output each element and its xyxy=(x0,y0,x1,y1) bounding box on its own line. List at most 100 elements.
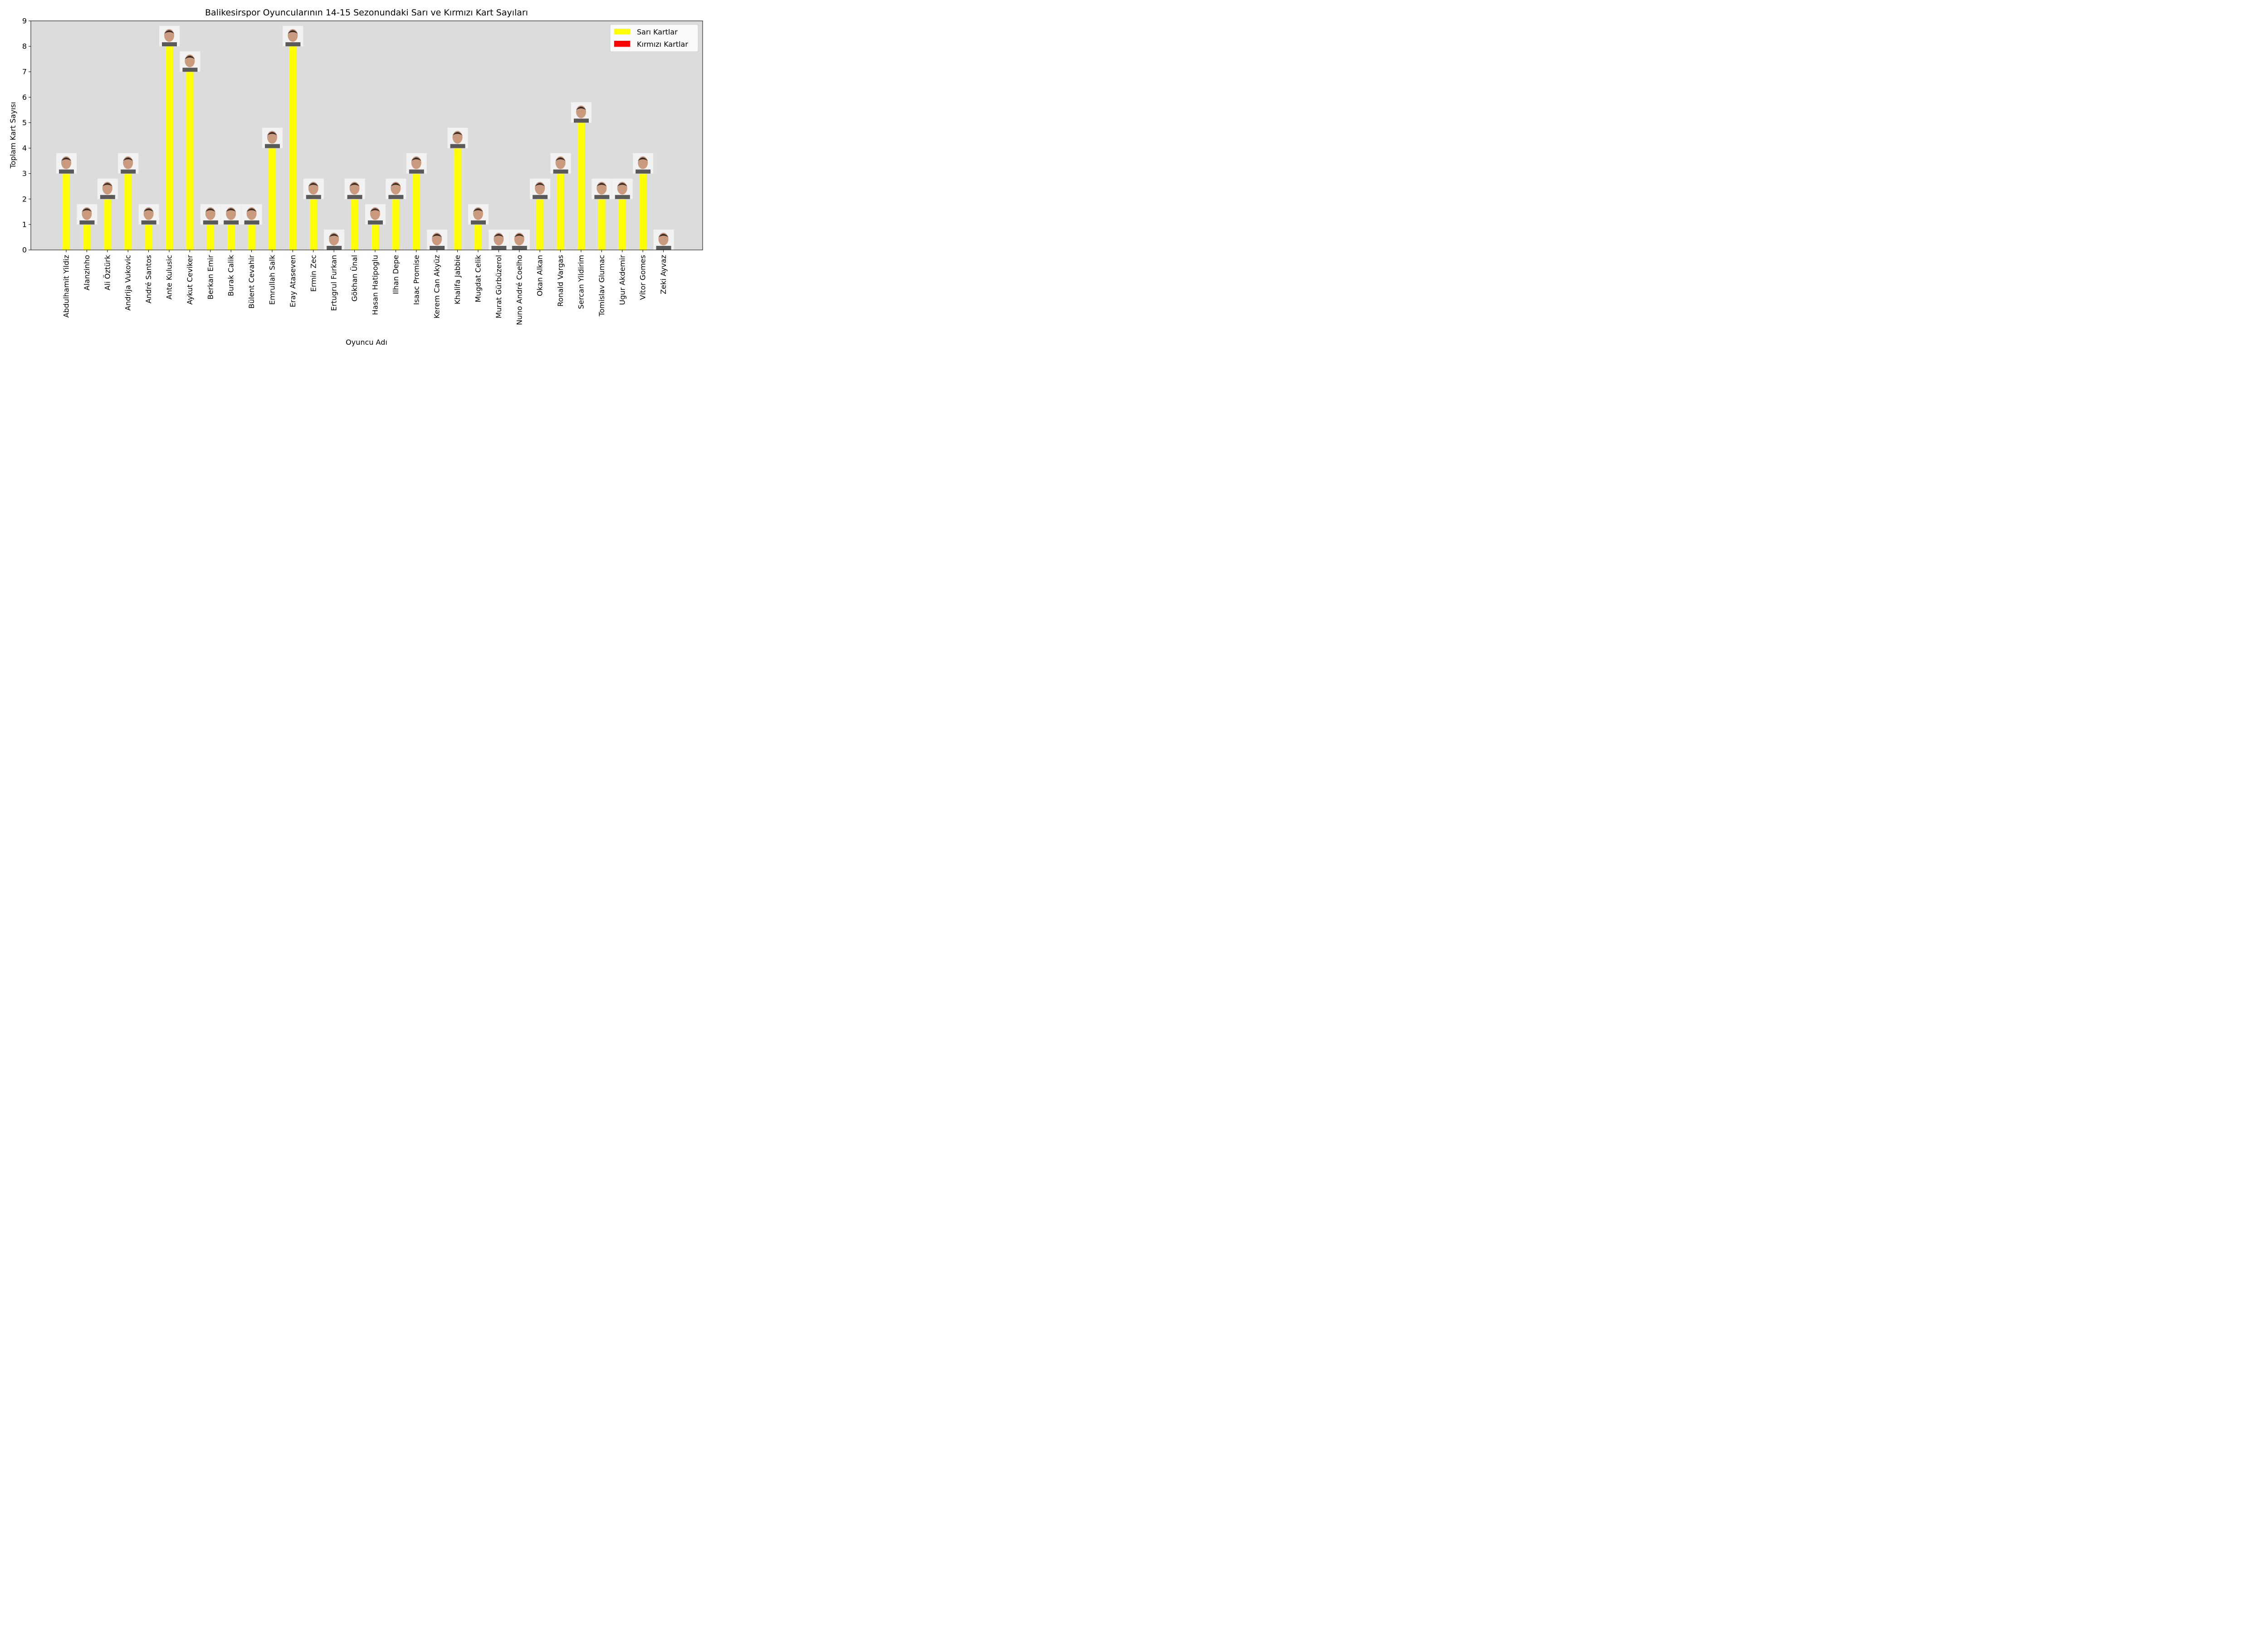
player-photo-icon xyxy=(56,153,77,174)
x-tick-label: Berkan Emir xyxy=(206,255,215,300)
legend-box xyxy=(610,24,699,52)
player-photo-icon xyxy=(406,153,427,174)
player-photo-icon xyxy=(612,178,633,199)
y-axis: 0 1 2 3 4 5 6 7 8 9 xyxy=(22,17,31,254)
x-tick-label: Abdulhamit Yildiz xyxy=(62,255,71,318)
player-photo-icon xyxy=(118,153,139,174)
y-axis-label: Toplam Kart Sayısı xyxy=(9,102,17,169)
player-photo-icon xyxy=(447,127,468,148)
player-photo-icon xyxy=(180,51,200,72)
legend-label-red: Kırmızı Kartlar xyxy=(637,40,688,49)
x-tick-label: Vítor Gomes xyxy=(639,255,647,300)
x-tick-label: Emrullah Salk xyxy=(268,254,277,305)
chart: 0 1 2 3 4 5 6 7 8 9 Abdulhamit Yildiz Alanzinho Ali… xyxy=(9,8,703,347)
x-tick-label: Ante Kulusic xyxy=(165,255,174,299)
x-tick-label: Nuno André Coelho xyxy=(515,255,523,325)
player-photo-icon xyxy=(571,102,591,123)
player-photo-icon xyxy=(138,204,159,225)
bar-yellow-cards xyxy=(351,199,358,250)
bar-yellow-cards xyxy=(536,199,544,250)
bar-yellow-cards xyxy=(557,173,564,250)
legend-label-yellow: Sarı Kartlar xyxy=(637,28,678,36)
x-tick-label: Tomislav Glumac xyxy=(597,255,606,317)
bar-yellow-cards xyxy=(83,224,91,250)
y-tick-label: 1 xyxy=(22,220,27,229)
x-tick-label: Ugur Akdemir xyxy=(618,255,626,305)
x-tick-label: Mugdat Celik xyxy=(474,254,483,302)
x-tick-label: Zeki Ayvaz xyxy=(659,255,668,294)
x-tick-label: Andrija Vukovic xyxy=(124,255,132,311)
bar-yellow-cards xyxy=(412,173,420,250)
x-tick-label: Alanzinho xyxy=(83,255,91,290)
bar-yellow-cards xyxy=(103,199,111,250)
bar-yellow-cards xyxy=(166,46,173,250)
bar-yellow-cards xyxy=(598,199,606,250)
player-photo-icon xyxy=(509,230,530,250)
bar-yellow-cards xyxy=(454,148,461,250)
x-tick-label: Ronald Vargas xyxy=(556,255,565,307)
bar-yellow-cards xyxy=(639,173,647,250)
player-photo-icon xyxy=(489,230,509,250)
player-photo-icon xyxy=(365,204,386,225)
x-tick-label: Hasan Hatipoglu xyxy=(371,255,380,315)
y-tick-label: 2 xyxy=(22,195,27,203)
x-axis: Abdulhamit Yildiz Alanzinho Ali Öztürk Andr… xyxy=(62,250,668,325)
y-tick-label: 3 xyxy=(22,169,27,178)
chart-title: Balikesirspor Oyuncularının 14-15 Sezonu… xyxy=(205,8,528,18)
x-tick-label: Kerem Can Akyüz xyxy=(433,255,441,318)
x-tick-label: Murat Gürbüzerol xyxy=(494,255,503,318)
bar-yellow-cards xyxy=(124,173,132,250)
y-tick-label: 0 xyxy=(22,246,27,254)
player-photo-icon xyxy=(97,178,118,199)
x-tick-label: Gökhan Ünal xyxy=(350,255,359,302)
player-photo-icon xyxy=(633,153,654,174)
x-tick-label: Ertugrul Furkan xyxy=(330,255,338,311)
y-tick-label: 9 xyxy=(22,17,27,25)
bar-yellow-cards xyxy=(474,224,482,250)
y-tick-label: 8 xyxy=(22,42,27,51)
player-photos-group xyxy=(56,26,674,250)
x-axis-label: Oyuncu Adı xyxy=(346,338,387,347)
y-tick-label: 5 xyxy=(22,118,27,127)
bar-yellow-cards xyxy=(145,224,152,250)
player-photo-icon xyxy=(77,204,98,225)
bar-yellow-cards xyxy=(309,199,317,250)
x-tick-label: Eray Ataseven xyxy=(288,255,297,307)
player-photo-icon xyxy=(530,178,551,199)
player-photo-icon xyxy=(221,204,242,225)
player-photo-icon xyxy=(591,178,612,199)
x-tick-label: Sercan Yildirim xyxy=(577,255,586,309)
player-photo-icon xyxy=(200,204,221,225)
bar-yellow-cards xyxy=(289,46,297,250)
bar-yellow-cards xyxy=(371,224,379,250)
player-photo-icon xyxy=(550,153,571,174)
bar-yellow-cards xyxy=(248,224,255,250)
player-photo-icon xyxy=(468,204,489,225)
legend-swatch-yellow xyxy=(614,29,630,34)
y-tick-label: 4 xyxy=(22,144,27,152)
x-tick-label: Ermin Zec xyxy=(309,255,318,292)
bar-yellow-cards xyxy=(206,224,214,250)
bars-group xyxy=(63,46,647,250)
player-photo-icon xyxy=(283,26,303,47)
y-tick-label: 7 xyxy=(22,68,27,76)
x-tick-label: André Santos xyxy=(144,255,153,303)
player-photo-icon xyxy=(386,178,406,199)
x-tick-label: Ilhan Depe xyxy=(391,255,400,294)
x-tick-label: Burak Calik xyxy=(227,254,235,296)
bar-yellow-cards xyxy=(577,122,585,250)
x-tick-label: Khalifa Jabbie xyxy=(453,255,462,304)
player-photo-icon xyxy=(344,178,365,199)
x-tick-label: Aykut Ceviker xyxy=(186,255,194,305)
plot-frame xyxy=(30,20,703,250)
legend-swatch-red xyxy=(614,41,630,47)
bar-yellow-cards xyxy=(186,72,194,250)
player-photo-icon xyxy=(303,178,324,199)
bar-yellow-cards xyxy=(618,199,626,250)
player-photo-icon xyxy=(653,230,674,250)
bar-yellow-cards xyxy=(392,199,400,250)
bar-yellow-cards xyxy=(269,148,276,250)
player-photo-icon xyxy=(427,230,448,250)
x-tick-label: Ali Öztürk xyxy=(103,254,112,290)
legend: Sarı Kartlar Kırmızı Kartlar xyxy=(610,24,699,52)
